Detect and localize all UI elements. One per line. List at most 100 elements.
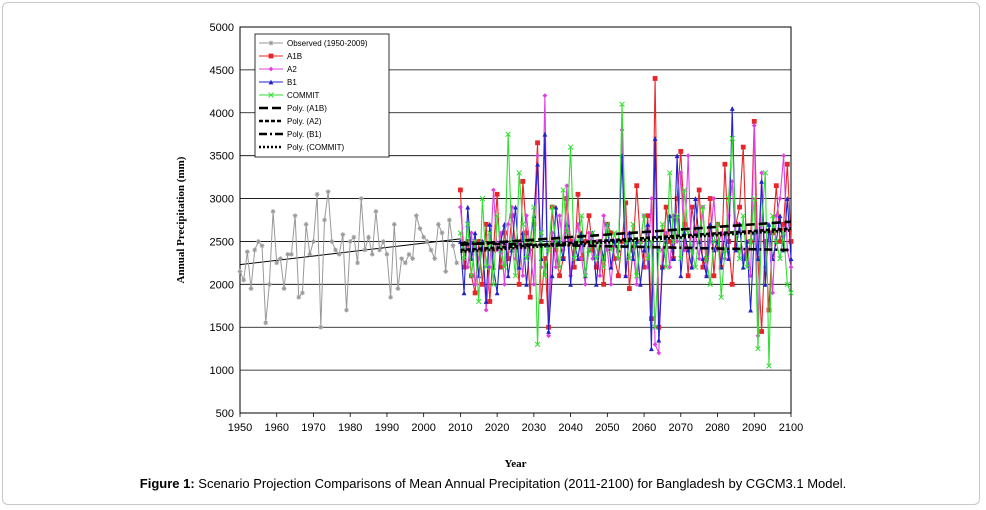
y-tick-label: 1500: [210, 322, 234, 334]
data-point-commit: [630, 221, 636, 228]
legend-label: Poly. (A2): [287, 117, 322, 126]
data-point-a1b: [729, 281, 735, 287]
data-point-observed-1950-2009: [274, 260, 280, 266]
data-point-a1b: [575, 191, 581, 197]
data-point-observed-1950-2009: [421, 234, 427, 240]
data-point-a2: [502, 281, 507, 287]
data-point-a1b: [582, 239, 588, 244]
data-point-a1b: [535, 140, 540, 146]
data-point-a2: [546, 333, 551, 339]
data-point-observed-1950-2009: [355, 260, 360, 266]
data-point-a1b: [527, 294, 533, 300]
data-point-a2: [781, 153, 787, 159]
data-point-a2: [465, 264, 471, 270]
data-point-commit: [766, 363, 772, 369]
data-point-commit: [714, 221, 721, 228]
data-point-commit: [773, 238, 780, 245]
data-point-commit: [700, 204, 706, 210]
figure-caption: Figure 1: Scenario Projection Comparison…: [0, 476, 986, 491]
legend-marker: [268, 92, 274, 98]
data-point-a1b: [700, 264, 706, 270]
y-tick-label: 5000: [210, 22, 234, 34]
data-point-b1: [516, 264, 522, 270]
data-point-commit: [707, 281, 713, 288]
legend-item: A2: [259, 65, 297, 74]
data-point-b1: [777, 213, 783, 219]
data-point-a1b: [612, 256, 618, 261]
x-tick-label: 2080: [705, 422, 729, 434]
data-point-a2: [579, 256, 585, 261]
data-point-observed-1950-2009: [428, 247, 434, 253]
data-point-observed-1950-2009: [384, 251, 390, 257]
data-point-a1b: [476, 239, 482, 244]
data-point-commit: [667, 170, 673, 176]
trend-line-poly-a1b: [460, 220, 792, 247]
series-a1b: [458, 76, 794, 334]
data-point-a2: [586, 230, 592, 236]
x-tick-label: 2020: [485, 422, 509, 434]
data-point-b1: [660, 264, 665, 270]
data-point-observed-1950-2009: [300, 290, 305, 296]
data-point-commit: [615, 255, 622, 262]
data-point-b1: [678, 273, 684, 279]
data-point-observed-1950-2009: [432, 256, 438, 261]
data-point-commit: [762, 170, 769, 176]
data-point-a2: [608, 281, 614, 287]
data-point-b1: [788, 256, 794, 261]
data-point-a1b: [696, 187, 702, 193]
data-point-observed-1950-2009: [399, 256, 405, 261]
data-point-observed-1950-2009: [281, 286, 287, 292]
data-point-b1: [483, 299, 489, 304]
data-point-a2: [652, 341, 658, 347]
data-point-commit: [571, 255, 578, 262]
data-point-commit: [582, 273, 589, 279]
x-tick-label: 2070: [669, 422, 693, 434]
legend-marker: [268, 66, 274, 72]
data-point-a2: [601, 213, 607, 219]
data-point-b1: [656, 337, 662, 343]
legend-item: Observed (1950-2009): [259, 39, 368, 48]
data-point-a2: [491, 187, 496, 193]
data-point-commit: [604, 221, 611, 228]
data-point-a2: [759, 170, 765, 176]
legend-item: A1B: [259, 52, 302, 61]
data-point-a1b: [590, 247, 596, 253]
data-point-a1b: [641, 264, 647, 270]
data-point-commit: [567, 144, 574, 150]
legend-label: A2: [287, 65, 297, 74]
data-point-a2: [649, 196, 654, 201]
data-point-a1b: [586, 213, 592, 219]
data-point-commit: [476, 298, 482, 305]
data-point-b1: [649, 346, 654, 352]
legend-marker: [268, 40, 274, 46]
data-point-observed-1950-2009: [413, 213, 419, 219]
data-point-commit: [483, 264, 489, 270]
data-point-b1: [472, 230, 478, 236]
data-point-a1b: [502, 230, 507, 236]
data-point-b1: [762, 281, 768, 287]
x-tick-label: 2050: [595, 422, 619, 434]
tick-layer: 500 1000 1500 2000 2500 3000 3500 4000 4500 5000 1…: [210, 22, 804, 434]
data-point-a1b: [509, 213, 515, 219]
data-point-b1: [641, 247, 647, 253]
data-point-commit: [560, 187, 567, 193]
data-point-a1b: [494, 191, 500, 197]
trend-line-poly-commit: [460, 228, 792, 254]
data-point-commit: [711, 238, 717, 245]
data-point-a2: [685, 153, 691, 159]
data-point-b1: [689, 264, 695, 270]
data-point-a1b: [571, 264, 577, 270]
x-tick-label: 1990: [375, 422, 399, 434]
data-point-a1b: [516, 281, 522, 287]
data-point-observed-1950-2009: [248, 286, 254, 292]
data-point-observed-1950-2009: [292, 213, 298, 219]
legend-marker: [268, 79, 274, 85]
data-point-a2: [619, 127, 625, 133]
data-point-commit: [578, 212, 585, 219]
data-point-b1: [535, 161, 540, 167]
data-point-a1b: [773, 183, 779, 189]
data-point-observed-1950-2009: [322, 217, 327, 223]
data-point-a2: [505, 221, 511, 227]
data-point-commit: [505, 131, 511, 137]
data-point-a2: [696, 256, 702, 261]
